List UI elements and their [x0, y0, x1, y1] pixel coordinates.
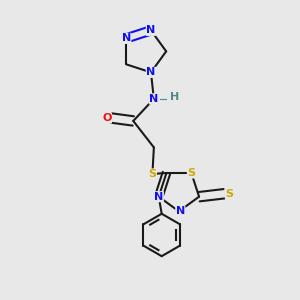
- Text: H: H: [170, 92, 179, 102]
- Text: N: N: [146, 68, 156, 77]
- Text: O: O: [102, 113, 112, 123]
- Text: N: N: [154, 192, 164, 202]
- Text: N: N: [149, 94, 158, 104]
- Text: N: N: [146, 26, 156, 35]
- Text: S: S: [148, 169, 156, 179]
- Text: S: S: [225, 189, 233, 199]
- Text: N: N: [122, 33, 131, 43]
- Text: S: S: [188, 168, 195, 178]
- Text: N: N: [176, 206, 185, 216]
